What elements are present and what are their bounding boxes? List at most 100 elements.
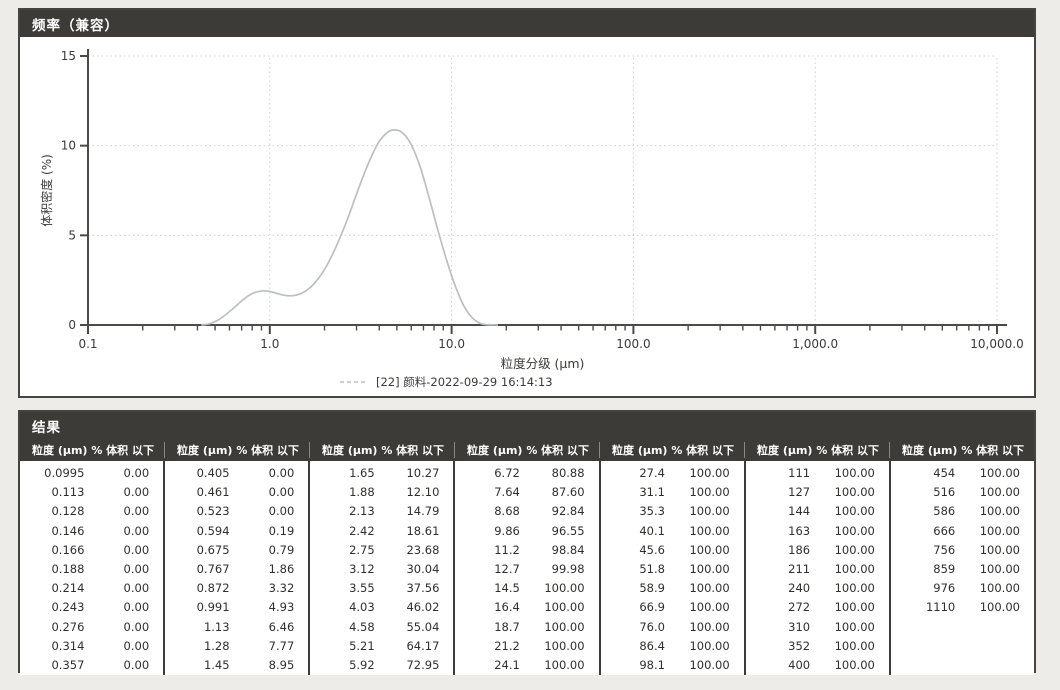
cell-pct: 6.46 (268, 619, 295, 634)
legend-label: [22] 颜料-2022-09-29 16:14:13 (376, 375, 553, 389)
cell-size: 0.314 (51, 638, 85, 653)
y-tick-label: 5 (68, 228, 76, 242)
cell-pct: 100.00 (834, 504, 875, 519)
header-pct: % 体积 以下 (961, 444, 1024, 457)
table-row: 7.64 87.60 (455, 483, 598, 502)
table-row: 2.13 14.79 (310, 502, 453, 521)
table-row: 8.68 92.84 (455, 502, 598, 521)
cell-pct: 80.88 (551, 466, 585, 480)
cell-pct: 0.00 (123, 638, 150, 653)
cell-size: 1110 (925, 600, 956, 615)
table-column-group-1: 0.0995 0.00 0.113 0.00 0.128 0.00 0.146 0.00 0.1… (20, 461, 163, 675)
cell-size: 0.146 (51, 523, 85, 538)
cell-size: 45.6 (639, 542, 665, 557)
header-group-7: 粒度 (µm)% 体积 以下 (889, 442, 1034, 458)
cell-pct: 30.04 (406, 561, 440, 576)
table-row: 3.12 30.04 (310, 560, 453, 579)
cell-pct: 100.00 (689, 504, 730, 519)
table-row: 3.55 37.56 (310, 579, 453, 598)
cell-size: 14.5 (494, 581, 520, 596)
cell-pct: 0.00 (123, 657, 150, 672)
header-size: 粒度 (µm) (467, 444, 523, 457)
cell-size: 0.188 (51, 561, 85, 576)
table-row: 76.0 100.00 (601, 618, 744, 637)
table-row: 0.991 4.93 (165, 598, 308, 617)
cell-size: 0.991 (196, 600, 230, 615)
table-column-group-3: 1.65 10.27 1.88 12.10 2.13 14.79 2.42 18.61 2.75… (308, 461, 453, 676)
table-row: 14.5 100.00 (455, 579, 598, 598)
cell-size: 66.9 (639, 600, 665, 615)
cell-pct: 23.68 (406, 542, 440, 557)
header-pct: % 体积 以下 (816, 444, 879, 457)
cell-pct: 100.00 (834, 619, 875, 634)
header-size: 粒度 (µm) (757, 444, 813, 457)
cell-size: 0.357 (51, 657, 85, 672)
table-row: 0.0995 0.00 (20, 464, 163, 483)
cell-size: 11.2 (494, 542, 520, 557)
cell-pct: 55.04 (406, 619, 440, 634)
table-row: 0.523 0.00 (165, 502, 308, 521)
cell-size: 58.9 (639, 581, 665, 596)
table-row: 0.675 0.79 (165, 541, 308, 560)
cell-pct: 100.00 (834, 485, 875, 500)
table-row: 666 100.00 (891, 522, 1034, 541)
cell-size: 756 (933, 542, 956, 557)
table-row: 11.2 98.84 (455, 541, 598, 560)
results-panel: 结果 粒度 (µm)% 体积 以下 粒度 (µm)% 体积 以下 粒度 (µm)% … (18, 410, 1036, 676)
header-size: 粒度 (µm) (902, 444, 958, 457)
cell-pct: 100.00 (689, 600, 730, 615)
cell-pct: 12.10 (406, 485, 440, 500)
cell-size: 2.42 (349, 523, 375, 538)
table-row: 2.42 18.61 (310, 522, 453, 541)
y-tick-label: 0 (68, 318, 76, 332)
cell-size: 0.113 (51, 485, 85, 500)
header-group-5: 粒度 (µm)% 体积 以下 (599, 442, 744, 458)
table-row: 5.92 72.95 (310, 656, 453, 675)
table-row: 40.1 100.00 (601, 522, 744, 541)
cell-pct: 0.00 (123, 581, 150, 596)
cell-size: 0.0995 (44, 466, 85, 480)
x-axis-title: 粒度分级 (µm) (501, 356, 585, 371)
table-row: 144 100.00 (746, 502, 889, 521)
particle-size-distribution-chart: 0 5 10 15 0.1 1.0 10.0 100.0 1,000.0 10,000.0 体积密度… (39, 49, 1024, 389)
table-row: 0.243 0.00 (20, 598, 163, 617)
cell-size: 1.65 (349, 466, 375, 480)
cell-size: 98.1 (639, 657, 665, 672)
table-row: 27.4 100.00 (601, 464, 744, 483)
table-row: 0.146 0.00 (20, 522, 163, 541)
header-pct: % 体积 以下 (526, 444, 589, 457)
cell-pct: 7.77 (268, 638, 295, 653)
cell-pct: 72.95 (406, 657, 440, 672)
cell-pct: 87.60 (551, 485, 585, 500)
cell-size: 8.68 (494, 504, 520, 519)
cell-pct: 100.00 (689, 581, 730, 596)
header-group-1: 粒度 (µm)% 体积 以下 (20, 442, 164, 458)
table-row: 45.6 100.00 (601, 541, 744, 560)
cell-pct: 0.19 (268, 523, 295, 538)
table-row: 240 100.00 (746, 579, 889, 598)
table-row: 12.7 99.98 (455, 560, 598, 579)
cell-pct: 0.00 (268, 485, 295, 500)
cell-size: 211 (788, 561, 811, 576)
cell-size: 3.55 (349, 581, 375, 596)
cell-size: 0.405 (196, 466, 230, 480)
cell-size: 5.92 (349, 657, 375, 672)
cell-pct: 92.84 (551, 504, 585, 519)
header-pct: % 体积 以下 (236, 444, 299, 457)
cell-size: 4.03 (349, 600, 375, 615)
table-row: 4.03 46.02 (310, 598, 453, 617)
cell-size: 111 (788, 466, 811, 480)
cell-size: 400 (788, 657, 811, 672)
table-row: 0.128 0.00 (20, 502, 163, 521)
cell-pct: 10.27 (406, 466, 440, 480)
table-row: 18.7 100.00 (455, 618, 598, 637)
cell-size: 0.243 (51, 600, 85, 615)
cell-pct: 0.79 (268, 542, 295, 557)
cell-size: 976 (933, 581, 956, 596)
cell-size: 21.2 (494, 638, 520, 653)
cell-size: 24.1 (494, 657, 520, 672)
cell-pct: 1.86 (268, 561, 295, 576)
cell-size: 76.0 (639, 619, 665, 634)
cell-size: 859 (933, 561, 956, 576)
table-row: 58.9 100.00 (601, 579, 744, 598)
